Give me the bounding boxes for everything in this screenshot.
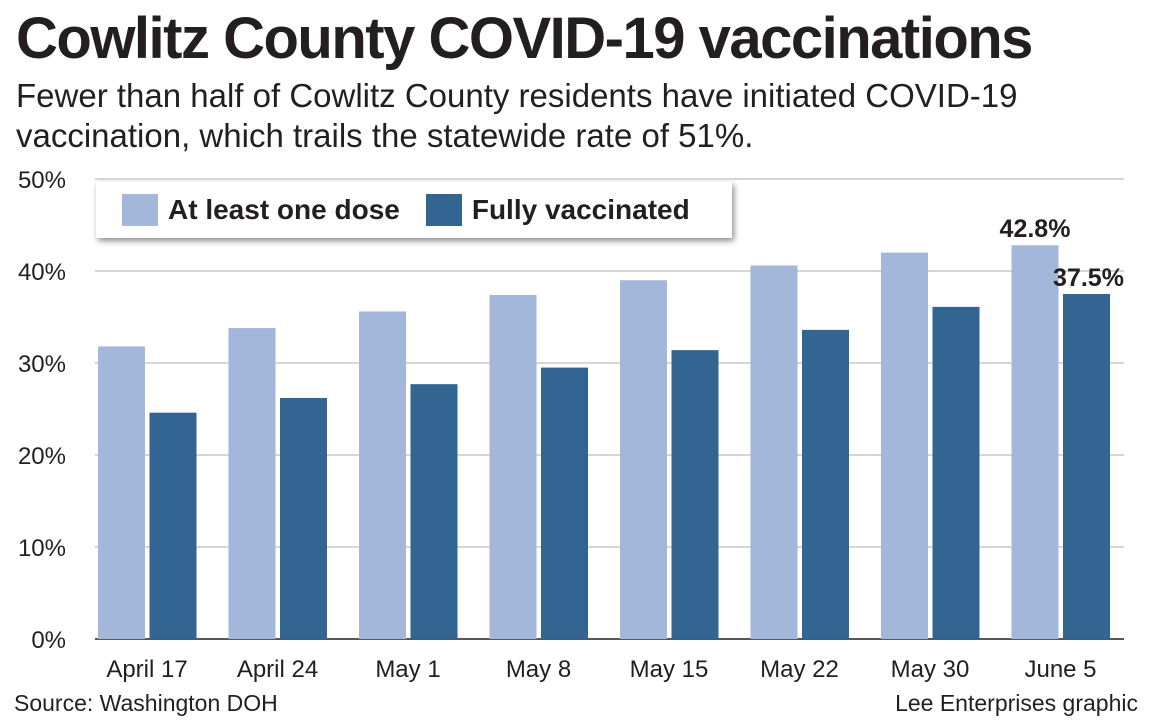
- y-tick-label: 50%: [18, 167, 66, 194]
- legend-swatch-fully-vaccinated: [425, 194, 462, 226]
- bar-fully-vaccinated: [1063, 294, 1110, 639]
- bar-one-dose: [620, 280, 667, 639]
- legend-item-fully-vaccinated: Fully vaccinated: [425, 194, 690, 226]
- graphic-credit: Lee Enterprises graphic: [895, 690, 1138, 716]
- y-tick-label: 20%: [18, 443, 66, 470]
- bar-one-dose: [1011, 245, 1059, 640]
- bar-fully-vaccinated: [932, 306, 980, 639]
- x-tick-label: June 5: [1024, 656, 1096, 683]
- y-tick-label: 30%: [18, 351, 66, 378]
- bar-fully-vaccinated: [541, 367, 588, 639]
- bar-one-dose: [228, 328, 276, 639]
- y-tick-label: 40%: [18, 259, 66, 286]
- y-tick-label: 0%: [31, 627, 66, 654]
- bar-one-dose: [98, 346, 145, 639]
- bar-one-dose: [881, 252, 928, 639]
- legend-label-one-dose: At least one dose: [168, 194, 400, 225]
- x-tick-label: May 8: [506, 656, 571, 683]
- bar-fully-vaccinated: [671, 350, 719, 639]
- source-note: Source: Washington DOH: [14, 690, 278, 716]
- x-tick-label: May 15: [630, 656, 709, 683]
- x-tick-label: May 22: [760, 656, 839, 683]
- bar-fully-vaccinated: [410, 384, 458, 639]
- x-tick-label: April 17: [106, 656, 187, 683]
- bar-one-dose: [489, 294, 537, 639]
- legend-label-fully-vaccinated: Fully vaccinated: [471, 194, 690, 225]
- bar-fully-vaccinated: [802, 329, 849, 639]
- y-tick-label: 10%: [18, 535, 66, 562]
- bar-fully-vaccinated: [149, 412, 197, 639]
- chart-title: Cowlitz County COVID-19 vaccinations: [16, 6, 1033, 71]
- legend-swatch-one-dose: [122, 194, 158, 226]
- x-tick-label: May 1: [375, 656, 440, 683]
- chart-legend: At least one dose Fully vaccinated: [96, 182, 732, 238]
- data-label: 42.8%: [1000, 215, 1071, 243]
- x-tick-label: May 30: [891, 656, 970, 683]
- bar-one-dose: [750, 265, 798, 639]
- x-tick-label: April 24: [237, 656, 318, 683]
- bar-one-dose: [359, 311, 406, 639]
- data-label: 37.5%: [1053, 264, 1124, 292]
- bar-fully-vaccinated: [280, 397, 327, 639]
- chart-subtitle: Fewer than half of Cowlitz County reside…: [16, 77, 1018, 154]
- legend-item-one-dose: At least one dose: [122, 194, 400, 226]
